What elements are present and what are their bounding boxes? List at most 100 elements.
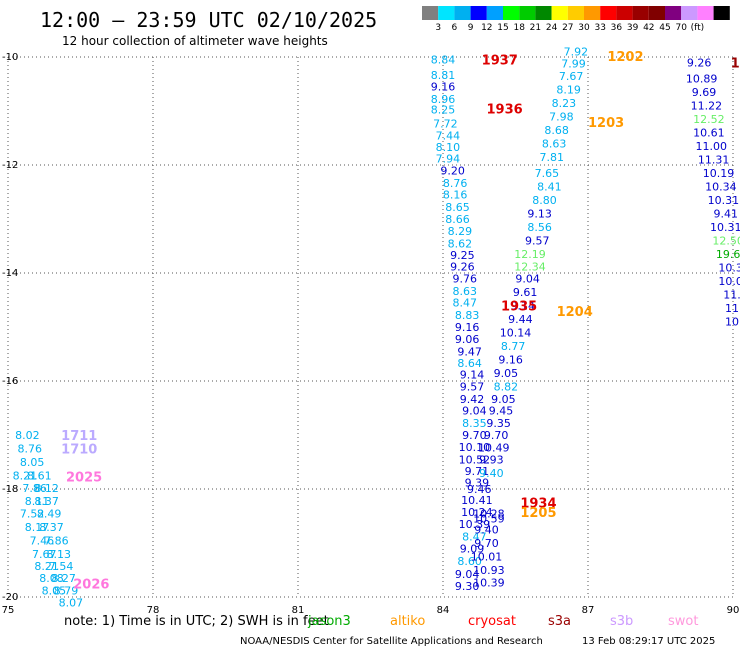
wave-height-label: 12.34 — [514, 261, 546, 274]
wave-height-label: 9.05 — [494, 367, 519, 380]
wave-height-label: 10.39 — [473, 576, 505, 589]
colorbar-swatch — [535, 6, 552, 20]
track-number-label: 1204 — [557, 305, 593, 320]
wave-height-label: 7.65 — [535, 167, 560, 180]
x-tick-label: 75 — [2, 605, 15, 616]
track-number-label: 1205 — [520, 506, 556, 521]
colorbar: 3 6 9 12 15 18 21 24 27 30 33 36 39 42 45 70 (ft) — [422, 6, 730, 33]
wave-height-label: 10.19 — [703, 167, 735, 180]
wave-height-label: 8.17 — [25, 521, 50, 534]
wave-height-label: 9.25 — [450, 249, 475, 262]
colorbar-tick-label: 9 — [468, 23, 474, 33]
colorbar-tick-label: 70 — [675, 23, 687, 33]
wave-height-label: 7.98 — [549, 110, 574, 123]
colorbar-swatch — [616, 6, 633, 20]
wave-height-label: 9.26 — [450, 261, 475, 274]
wave-height-label: 9.76 — [453, 272, 478, 285]
x-tick-label: 78 — [147, 605, 160, 616]
chart-subtitle: 12 hour collection of altimeter wave hei… — [62, 34, 328, 48]
colorbar-tick-label: 24 — [546, 23, 558, 33]
wave-height-label: 8.13 — [47, 548, 72, 561]
colorbar-swatch — [567, 6, 584, 20]
wave-height-label: 10.59 — [473, 513, 505, 526]
wave-height-label: 10.31 — [710, 221, 740, 234]
wave-height-label: 9.42 — [460, 393, 485, 406]
wave-height-label: 9.13 — [527, 208, 552, 221]
colorbar-swatch — [697, 6, 714, 20]
wave-height-label: 11.00 — [696, 140, 728, 153]
wave-height-label: 8.82 — [494, 380, 519, 393]
wave-height-label: 9.44 — [508, 313, 533, 326]
wave-height-label: 9.16 — [455, 321, 480, 334]
colorbar-swatch — [648, 6, 665, 20]
wave-height-label: 8.56 — [527, 221, 552, 234]
grid — [7, 56, 734, 598]
colorbar-swatch — [422, 6, 439, 20]
wave-height-label: 7.94 — [436, 153, 461, 166]
colorbar-tick-label: 12 — [481, 23, 492, 33]
wave-height-label: 8.21 — [34, 560, 59, 573]
wave-height-label: 10.39 — [459, 518, 491, 531]
data-points: 8.848.819.168.968.257.727.448.107.949.20… — [13, 46, 740, 610]
wave-height-label: 9.16 — [431, 81, 456, 94]
wave-height-label: 8.37 — [39, 521, 64, 534]
colorbar-swatch — [551, 6, 568, 20]
track-number-label: 2025 — [66, 471, 102, 486]
y-tick-label: -20 — [2, 592, 18, 603]
wave-height-label: 8.76 — [18, 443, 43, 456]
track-number-label: 1202 — [607, 50, 643, 65]
colorbar-swatch — [600, 6, 617, 20]
chart-title: 12:00 — 23:59 UTC 02/10/2025 — [40, 8, 377, 32]
wave-height-label: 8.23 — [552, 97, 577, 110]
wave-height-label: 10.31 — [708, 194, 740, 207]
wave-height-label: 8.47 — [453, 297, 478, 310]
wave-height-label: 7.67 — [559, 70, 584, 83]
wave-height-label: 10.49 — [478, 441, 510, 454]
wave-height-label: 9.47 — [457, 345, 482, 358]
colorbar-tick-label: (ft) — [691, 23, 705, 33]
track-number-label: 1936 — [487, 102, 523, 117]
wave-height-label: 10.93 — [473, 564, 505, 577]
x-tick-label: 90 — [727, 605, 740, 616]
x-tick-label: 84 — [437, 605, 450, 616]
wave-height-label: 10 — [725, 316, 739, 329]
wave-height-label: 7.86 — [44, 534, 69, 547]
legend-entry-altiko: altiko — [390, 614, 425, 629]
wave-height-label: 10.10 — [459, 441, 491, 454]
y-tick-label: -12 — [2, 160, 18, 171]
wave-height-label: 10.41 — [461, 494, 493, 507]
colorbar-swatch — [713, 6, 730, 20]
wave-height-label: 10.28 — [473, 507, 505, 520]
colorbar-swatch — [503, 6, 520, 20]
wave-height-label: 8.62 — [448, 237, 473, 250]
track-number-label: 16 — [731, 56, 740, 71]
wave-height-label: 8.02 — [15, 429, 40, 442]
wave-height-label: 8.35 — [462, 417, 487, 430]
wave-height-label: 9.05 — [491, 393, 516, 406]
wave-height-label: 7.86 — [22, 482, 47, 495]
wave-height-label: 8.81 — [431, 69, 456, 82]
wave-height-label: 12.52 — [693, 113, 725, 126]
wave-height-label: 9.70 — [484, 429, 509, 442]
wave-height-label: 8.60 — [457, 555, 482, 568]
colorbar-tick-label: 3 — [435, 23, 441, 33]
y-tick-label: -10 — [2, 52, 18, 63]
colorbar-swatch — [438, 6, 455, 20]
wave-height-label: 10.14 — [500, 326, 532, 339]
colorbar-tick-label: 18 — [513, 23, 525, 33]
track-number-label: 1937 — [482, 54, 518, 69]
wave-height-label: 8.96 — [431, 93, 456, 106]
wave-height-label: 9.57 — [525, 235, 550, 248]
wave-height-label: 8.29 — [448, 225, 473, 238]
wave-height-label: 10.61 — [693, 127, 725, 140]
wave-height-label: 8.08 — [39, 572, 64, 585]
wave-height-label: 9.26 — [687, 56, 712, 69]
wave-height-label: 8.27 — [51, 572, 76, 585]
colorbar-swatch — [486, 6, 503, 20]
colorbar-swatch — [470, 6, 487, 20]
wave-height-label: 9.14 — [460, 369, 485, 382]
wave-height-label: 8.21 — [13, 470, 38, 483]
wave-height-label: 8.63 — [453, 285, 478, 298]
